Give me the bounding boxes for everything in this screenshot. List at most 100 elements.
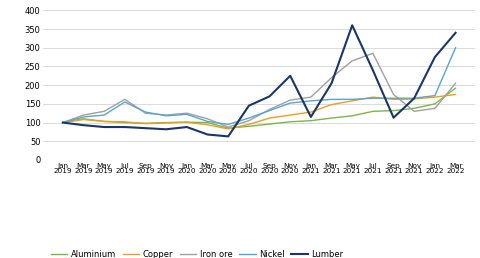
Aluminium	[391, 109, 396, 112]
Aluminium	[246, 125, 252, 128]
Copper	[122, 120, 128, 123]
Aluminium	[432, 102, 438, 105]
Lumber	[204, 133, 210, 136]
Lumber	[329, 82, 335, 85]
Lumber	[432, 55, 438, 59]
Nickel	[163, 114, 169, 117]
Nickel	[143, 110, 148, 114]
Iron ore	[308, 95, 314, 99]
Line: Aluminium: Aluminium	[63, 88, 456, 128]
Lumber	[122, 125, 128, 128]
Line: Iron ore: Iron ore	[63, 53, 456, 127]
Aluminium	[163, 121, 169, 124]
Lumber	[60, 121, 66, 124]
Iron ore	[81, 114, 86, 117]
Iron ore	[432, 107, 438, 110]
Aluminium	[204, 121, 210, 124]
Aluminium	[288, 120, 293, 123]
Aluminium	[122, 121, 128, 124]
Copper	[411, 98, 417, 101]
Aluminium	[267, 123, 273, 126]
Lumber	[163, 128, 169, 131]
Aluminium	[411, 107, 417, 110]
Copper	[246, 123, 252, 126]
Nickel	[370, 97, 376, 100]
Aluminium	[184, 121, 190, 124]
Iron ore	[246, 119, 252, 122]
Nickel	[391, 97, 396, 100]
Aluminium	[349, 114, 355, 117]
Nickel	[246, 117, 252, 120]
Lumber	[101, 125, 107, 128]
Copper	[204, 123, 210, 126]
Iron ore	[204, 117, 210, 120]
Copper	[370, 95, 376, 99]
Aluminium	[329, 117, 335, 120]
Iron ore	[453, 82, 458, 85]
Nickel	[267, 109, 273, 112]
Copper	[432, 95, 438, 99]
Iron ore	[267, 108, 273, 111]
Lumber	[288, 74, 293, 77]
Lumber	[453, 31, 458, 34]
Copper	[453, 93, 458, 96]
Iron ore	[329, 76, 335, 79]
Lumber	[411, 97, 417, 100]
Copper	[329, 103, 335, 106]
Nickel	[308, 99, 314, 102]
Iron ore	[143, 112, 148, 115]
Aluminium	[143, 122, 148, 125]
Iron ore	[411, 110, 417, 113]
Aluminium	[308, 119, 314, 122]
Copper	[349, 99, 355, 102]
Copper	[308, 110, 314, 114]
Copper	[288, 114, 293, 117]
Nickel	[225, 123, 231, 126]
Nickel	[101, 114, 107, 117]
Copper	[391, 98, 396, 101]
Lumber	[246, 104, 252, 107]
Lumber	[349, 24, 355, 27]
Aluminium	[101, 120, 107, 123]
Legend: Aluminium, Copper, Iron ore, Nickel, Lumber: Aluminium, Copper, Iron ore, Nickel, Lum…	[48, 246, 347, 258]
Aluminium	[370, 110, 376, 113]
Line: Nickel: Nickel	[63, 48, 456, 124]
Lumber	[391, 116, 396, 119]
Lumber	[143, 127, 148, 130]
Aluminium	[60, 121, 66, 124]
Copper	[143, 122, 148, 125]
Aluminium	[453, 87, 458, 90]
Nickel	[81, 115, 86, 118]
Nickel	[453, 46, 458, 49]
Copper	[101, 120, 107, 123]
Iron ore	[225, 125, 231, 128]
Line: Copper: Copper	[63, 94, 456, 129]
Copper	[267, 117, 273, 120]
Lumber	[308, 115, 314, 118]
Nickel	[288, 102, 293, 105]
Copper	[60, 121, 66, 124]
Lumber	[225, 135, 231, 138]
Nickel	[349, 98, 355, 101]
Iron ore	[349, 59, 355, 62]
Nickel	[204, 120, 210, 123]
Nickel	[329, 98, 335, 101]
Lumber	[370, 69, 376, 72]
Line: Lumber: Lumber	[63, 25, 456, 136]
Aluminium	[225, 127, 231, 130]
Iron ore	[122, 98, 128, 101]
Iron ore	[184, 112, 190, 115]
Iron ore	[288, 99, 293, 102]
Nickel	[122, 100, 128, 103]
Nickel	[60, 121, 66, 124]
Copper	[163, 121, 169, 124]
Nickel	[432, 94, 438, 97]
Iron ore	[101, 110, 107, 113]
Aluminium	[81, 117, 86, 120]
Iron ore	[370, 52, 376, 55]
Iron ore	[60, 121, 66, 124]
Copper	[225, 127, 231, 131]
Nickel	[184, 113, 190, 116]
Lumber	[267, 95, 273, 98]
Lumber	[81, 124, 86, 127]
